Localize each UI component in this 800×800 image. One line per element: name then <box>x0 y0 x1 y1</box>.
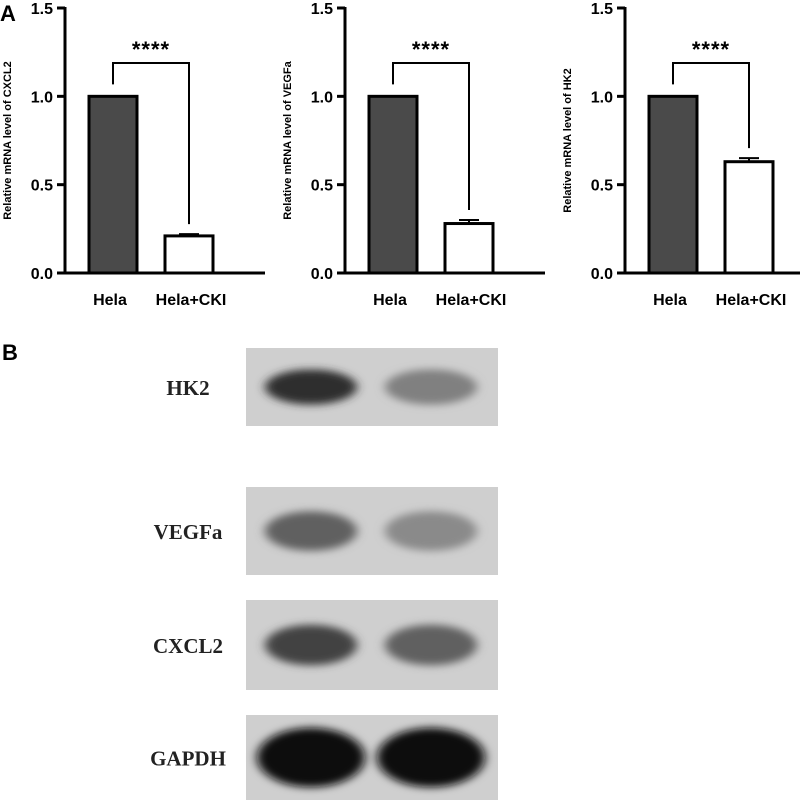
blot-row-vegfa: VEGFa <box>154 487 498 575</box>
bar-hela <box>367 94 419 275</box>
blot-band <box>265 624 357 666</box>
blot-band <box>385 624 477 666</box>
chart-2: Relative mRNA level of VEGFa 0.0 0.5 1.0 1.5… <box>282 1 545 309</box>
significance-label: **** <box>692 37 730 62</box>
y-tick-label: 0.0 <box>311 266 333 283</box>
y-axis-label: Relative mRNA level of CXCL2 <box>2 61 14 220</box>
bar-hela-cki <box>163 234 215 275</box>
blot-band <box>385 369 477 405</box>
y-tick-label: 1.0 <box>591 89 613 106</box>
y-tick-label: 1.0 <box>31 89 53 106</box>
blot-row-hk2: HK2 <box>166 348 498 426</box>
bar-hela-cki <box>443 222 495 275</box>
y-tick-label: 0.0 <box>591 266 613 283</box>
chart-1: Relative mRNA level of CXCL2 0.0 0.5 1.0 1.5… <box>2 1 265 309</box>
category-label: Hela <box>93 292 127 309</box>
category-label: Hela <box>373 292 407 309</box>
bar-hela <box>647 94 699 275</box>
y-tick-label: 0.5 <box>311 178 333 195</box>
bar-charts-panel: A Relative mRNA level of CXCL2 0.0 0.5 1.0 1… <box>0 1 800 309</box>
blot-row-gapdh: GAPDH <box>150 715 498 800</box>
blot-band <box>265 511 357 551</box>
significance-bracket <box>112 62 190 225</box>
y-tick-label: 1.5 <box>311 1 333 18</box>
blot-band <box>385 511 477 551</box>
category-label: Hela+CKI <box>716 292 787 309</box>
y-axis-label: Relative mRNA level of HK2 <box>562 68 574 212</box>
blots-group: HK2 VEGFa CXCL2 GAPDH <box>150 348 498 800</box>
bar-hela <box>87 94 139 275</box>
panel-label-a: A <box>0 1 16 26</box>
blot-band <box>257 727 365 788</box>
blot-label: HK2 <box>166 376 209 400</box>
bar-hela-cki <box>723 160 775 275</box>
significance-label: **** <box>132 37 170 62</box>
significance-bracket <box>672 62 750 149</box>
charts-group: Relative mRNA level of CXCL2 0.0 0.5 1.0 1.5… <box>2 1 800 309</box>
panel-label-b: B <box>2 340 18 365</box>
y-tick-label: 0.5 <box>591 178 613 195</box>
blot-label: CXCL2 <box>153 634 223 658</box>
y-tick-label: 1.5 <box>591 1 613 18</box>
category-label: Hela+CKI <box>156 292 227 309</box>
blot-label: GAPDH <box>150 747 226 771</box>
blot-band <box>265 369 357 405</box>
y-tick-label: 0.0 <box>31 266 53 283</box>
category-label: Hela+CKI <box>436 292 507 309</box>
y-tick-label: 1.5 <box>31 1 53 18</box>
significance-bracket <box>392 62 470 210</box>
y-tick-label: 1.0 <box>311 89 333 106</box>
blot-band <box>377 727 485 788</box>
chart-3: Relative mRNA level of HK2 0.0 0.5 1.0 1.5 He… <box>562 1 800 309</box>
category-label: Hela <box>653 292 687 309</box>
y-tick-label: 0.5 <box>31 178 53 195</box>
y-axis-label: Relative mRNA level of VEGFa <box>282 60 294 219</box>
significance-label: **** <box>412 37 450 62</box>
blot-row-cxcl2: CXCL2 <box>153 600 498 690</box>
western-blot-panel: B HK2 VEGFa CXCL2 GAPDH <box>2 340 498 800</box>
blot-label: VEGFa <box>154 520 223 544</box>
